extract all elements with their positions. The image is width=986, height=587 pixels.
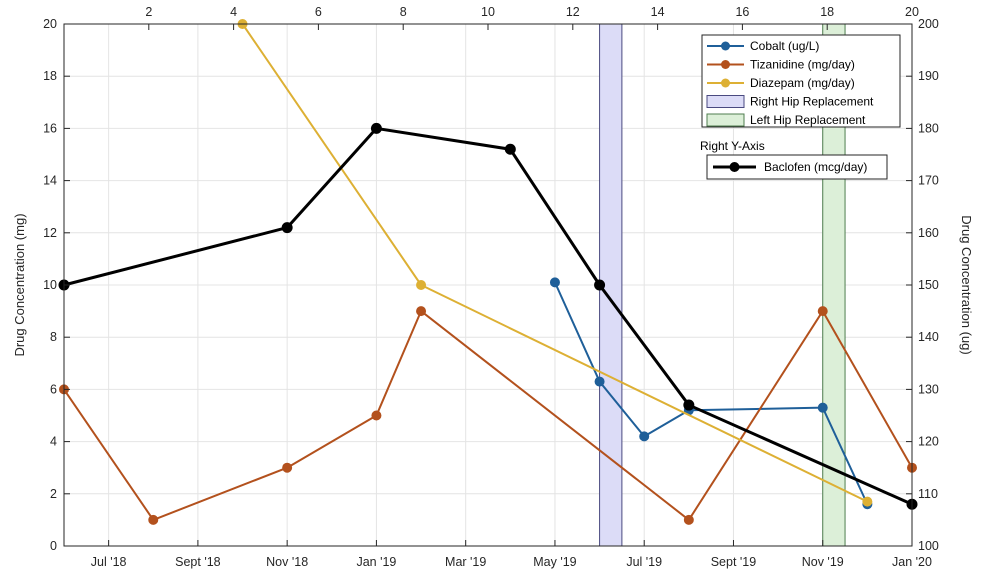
right-tick-label: 200 bbox=[918, 17, 939, 31]
legend-label: Diazepam (mg/day) bbox=[750, 76, 855, 90]
top-tick-label: 2 bbox=[145, 5, 152, 19]
top-tick-label: 10 bbox=[481, 5, 495, 19]
legend-main-box bbox=[701, 34, 901, 128]
data-point bbox=[594, 279, 606, 291]
data-point bbox=[862, 496, 873, 507]
top-tick-label: 12 bbox=[566, 5, 580, 19]
legend-main-items: Cobalt (ug/L) Tizanidine (mg/day) Diazepam… bbox=[706, 39, 874, 127]
left-tick-label: 16 bbox=[43, 121, 57, 135]
legend-main: Cobalt (ug/L) Tizanidine (mg/day) Diazepam… bbox=[701, 34, 901, 128]
data-point bbox=[817, 306, 828, 317]
series-1 bbox=[59, 306, 917, 525]
legend-label: Cobalt (ug/L) bbox=[750, 39, 819, 53]
left-tick-label: 10 bbox=[43, 278, 57, 292]
left-tick-label: 20 bbox=[43, 17, 57, 31]
left-tick-label: 12 bbox=[43, 226, 57, 240]
right-axis-label: Drug Concentration (ug) bbox=[959, 215, 974, 354]
bottom-tick-label: May '19 bbox=[533, 555, 576, 569]
data-point bbox=[683, 514, 694, 525]
right-tick-label: 140 bbox=[918, 330, 939, 344]
legend-swatch-patch bbox=[706, 113, 745, 127]
data-point bbox=[416, 306, 427, 317]
data-point bbox=[639, 431, 650, 442]
legend-label: Tizanidine (mg/day) bbox=[750, 58, 855, 72]
bottom-tick-label: Nov '19 bbox=[802, 555, 844, 569]
legend-secondary: Baclofen (mcg/day) bbox=[706, 154, 888, 180]
legend-label: Baclofen (mcg/day) bbox=[764, 160, 867, 174]
data-point bbox=[594, 376, 605, 387]
top-tick-label: 18 bbox=[820, 5, 834, 19]
top-tick-label: 20 bbox=[905, 5, 919, 19]
left-tick-label: 6 bbox=[50, 382, 57, 396]
top-tick-label: 4 bbox=[230, 5, 237, 19]
legend-swatch-marker bbox=[721, 78, 730, 88]
legend-swatch-patch bbox=[706, 95, 745, 108]
data-point bbox=[504, 143, 516, 155]
top-tick-label: 16 bbox=[735, 5, 749, 19]
left-axis-label: Drug Concentration (mg) bbox=[12, 213, 27, 356]
right-tick-label: 110 bbox=[918, 487, 938, 501]
bottom-tick-label: Jul '18 bbox=[91, 555, 127, 569]
right-tick-label: 150 bbox=[918, 278, 939, 292]
data-point bbox=[282, 462, 293, 473]
bottom-tick-label: Sept '19 bbox=[711, 555, 757, 569]
bottom-tick-label: Sept '18 bbox=[175, 555, 221, 569]
data-point bbox=[683, 399, 695, 411]
data-point bbox=[371, 410, 382, 421]
data-point bbox=[549, 277, 560, 288]
bottom-tick-label: Jan '20 bbox=[892, 555, 932, 569]
right-tick-label: 100 bbox=[918, 539, 939, 553]
right-tick-label: 170 bbox=[918, 174, 939, 188]
left-tick-label: 4 bbox=[50, 435, 57, 449]
series-line bbox=[554, 281, 869, 505]
data-point bbox=[148, 514, 159, 525]
left-tick-label: 2 bbox=[50, 487, 57, 501]
legend-label: Left Hip Replacement bbox=[750, 113, 866, 127]
legend-swatch-marker bbox=[721, 60, 730, 69]
top-tick-label: 8 bbox=[400, 5, 407, 19]
right-tick-label: 120 bbox=[918, 435, 939, 449]
left-tick-label: 0 bbox=[50, 539, 57, 553]
legend-swatch-marker bbox=[721, 41, 730, 51]
left-tick-label: 8 bbox=[50, 330, 57, 344]
right-tick-label: 160 bbox=[918, 226, 939, 240]
axis-ticks: 0 2 4 6 8 10 12 14 16 18 20 100 110 120 130 140 150 160 17… bbox=[43, 5, 939, 569]
series-line bbox=[63, 310, 913, 521]
legend-group-title: Right Y-Axis bbox=[700, 139, 765, 153]
right-tick-label: 190 bbox=[918, 69, 939, 83]
legend-secondary-items: Baclofen (mcg/day) bbox=[713, 160, 867, 174]
right-tick-label: 180 bbox=[918, 121, 939, 135]
legend-swatch-marker bbox=[729, 162, 740, 172]
left-tick-label: 18 bbox=[43, 69, 57, 83]
bottom-tick-label: Jan '19 bbox=[356, 555, 396, 569]
data-point bbox=[817, 402, 828, 413]
bottom-tick-label: Mar '19 bbox=[445, 555, 486, 569]
legend-label: Right Hip Replacement bbox=[750, 95, 874, 109]
data-point bbox=[416, 280, 427, 290]
top-tick-label: 6 bbox=[315, 5, 322, 19]
data-point bbox=[281, 222, 293, 234]
top-tick-label: 14 bbox=[651, 5, 665, 19]
right-tick-label: 130 bbox=[918, 382, 939, 396]
data-point bbox=[370, 122, 382, 134]
bottom-tick-label: Jul '19 bbox=[626, 555, 662, 569]
bottom-tick-label: Nov '18 bbox=[266, 555, 308, 569]
left-tick-label: 14 bbox=[43, 174, 57, 188]
